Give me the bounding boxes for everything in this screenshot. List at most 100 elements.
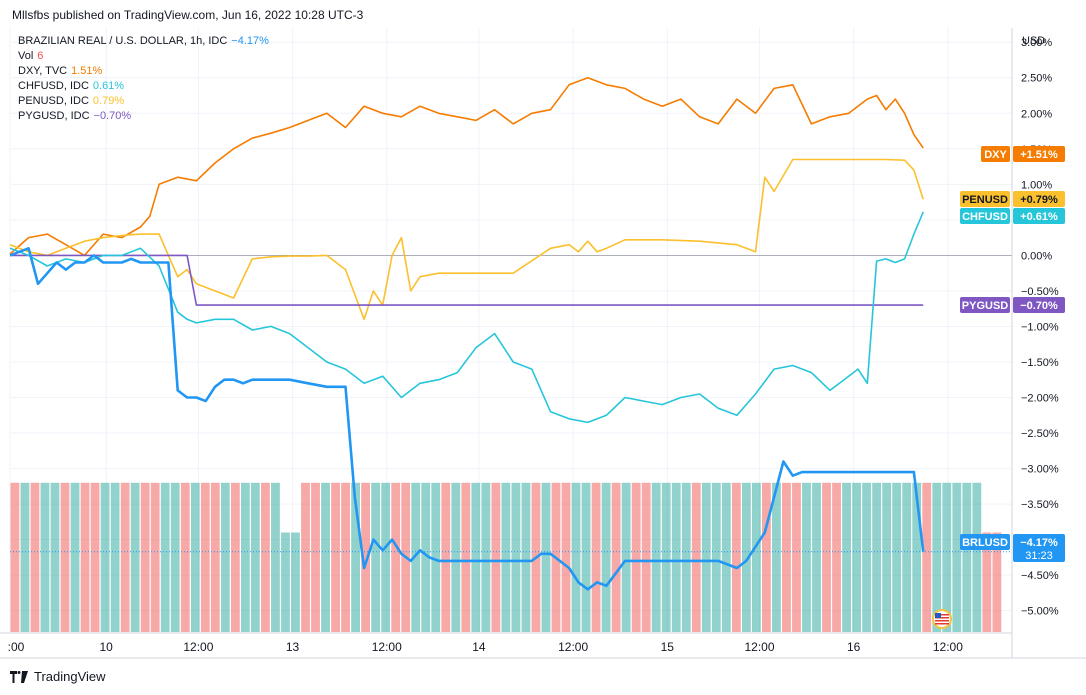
volume-bar — [832, 482, 841, 632]
published-by: Mllsfbs published on TradingView.com, Ju… — [12, 8, 364, 22]
price-label-value-bg — [1013, 146, 1065, 162]
volume-bar — [301, 482, 310, 632]
x-tick-label: 10 — [100, 640, 114, 654]
volume-bar — [571, 482, 581, 632]
volume-bar — [952, 482, 962, 632]
price-label-name: DXY — [984, 149, 1007, 161]
y-tick-label: −1.50% — [1021, 357, 1059, 369]
volume-bar — [70, 482, 80, 632]
x-tick-label: 16 — [847, 640, 861, 654]
volume-bar — [882, 482, 892, 632]
volume-bar — [220, 482, 230, 632]
y-axis-labels: USD3.00%2.50%2.00%1.50%1.00%0.50%0.00%−0… — [1021, 35, 1059, 618]
volume-bar — [661, 482, 671, 632]
legend-row-vol[interactable]: Vol 6 — [18, 49, 269, 64]
price-label-value: −4.17% — [1020, 537, 1058, 549]
volume-bar — [441, 482, 451, 632]
x-tick-label: 15 — [661, 640, 675, 654]
legend-row-chfusd[interactable]: CHFUSD, IDC 0.61% — [18, 79, 269, 94]
volume-bar — [261, 482, 270, 632]
volume-bar — [701, 482, 711, 632]
volume-bar — [561, 482, 571, 632]
price-label-name: BRLUSD — [962, 537, 1008, 549]
price-label-name-bg — [981, 146, 1010, 162]
volume-bar — [421, 482, 431, 632]
y-tick-label: 3.00% — [1021, 37, 1052, 49]
volume-bar — [190, 482, 200, 632]
volume-bar — [431, 482, 441, 632]
legend-row-dxy[interactable]: DXY, TVC 1.51% — [18, 64, 269, 79]
legend-row-brl[interactable]: BRAZILIAN REAL / U.S. DOLLAR, 1h, IDC −4.… — [18, 34, 269, 49]
legend-value: −0.70% — [93, 110, 132, 122]
volume-bar — [491, 482, 501, 632]
series-line-dxy — [9, 76, 924, 257]
legend-value: 0.61% — [92, 80, 125, 92]
volume-bar — [772, 482, 781, 632]
volume-bar — [892, 482, 902, 632]
volume-bar — [942, 482, 952, 632]
legend-label: PENUSD, IDC — [18, 95, 89, 107]
volume-bar — [311, 482, 320, 632]
volume-bar — [200, 482, 210, 632]
volume-bar — [150, 482, 160, 632]
tradingview-brand: TradingView — [34, 669, 106, 684]
us-flag-icon — [932, 609, 952, 629]
x-tick-label: 12:00 — [558, 640, 588, 654]
volume-bar — [10, 482, 20, 632]
x-tick-label: 12:00 — [183, 640, 213, 654]
y-tick-label: 1.00% — [1021, 179, 1052, 191]
volume-bar — [291, 532, 300, 632]
volume-bar — [361, 482, 371, 632]
volume-bar — [912, 482, 922, 632]
y-tick-label: −3.50% — [1021, 499, 1059, 511]
volume-bar — [932, 482, 942, 632]
volume-bar — [501, 482, 511, 632]
legend-row-pygusd[interactable]: PYGUSD, IDC −0.70% — [18, 109, 269, 124]
axes — [0, 28, 1086, 659]
volume-bar — [611, 482, 621, 632]
x-tick-label: 12:00 — [933, 640, 963, 654]
volume-bar — [271, 482, 280, 632]
x-tick-label: :00 — [8, 640, 25, 654]
legend-value: 6 — [37, 50, 44, 62]
volume-bar — [641, 482, 651, 632]
y-tick-label: 2.00% — [1021, 108, 1052, 120]
volume-bar — [852, 482, 861, 632]
price-label-value-bg — [1013, 208, 1065, 224]
price-label-name: PENUSD — [962, 194, 1008, 206]
volume-bar — [230, 482, 240, 632]
price-label-value: +1.51% — [1020, 149, 1058, 161]
x-axis-labels: :00 10 12:00 13 12:00 14 12:00 15 12:00 16 12:00 — [8, 640, 964, 654]
volume-bar — [50, 482, 60, 632]
x-tick-label: 14 — [472, 640, 486, 654]
volume-bar — [812, 482, 821, 632]
volume-bar — [982, 532, 992, 632]
price-labels: DXY +1.51%PENUSD +0.79%CHFUSD +0.61%PYGUSD −… — [960, 146, 1065, 562]
volume-bar — [351, 482, 360, 632]
volume-bar — [371, 482, 381, 632]
volume-bar — [992, 532, 1002, 632]
price-label-value: −0.70% — [1020, 300, 1058, 312]
volume-bar — [621, 482, 631, 632]
volume-bar — [100, 482, 110, 632]
volume-bar — [381, 482, 391, 632]
legend-value: −4.17% — [231, 35, 269, 47]
series-line-pygusd — [10, 254, 924, 306]
series-line-penusd — [9, 158, 924, 321]
volume-bar — [922, 482, 932, 632]
y-unit-label: USD — [1022, 35, 1045, 47]
y-tick-label: −2.50% — [1021, 428, 1059, 440]
price-label-name-bg — [960, 534, 1010, 550]
volume-bar — [160, 482, 170, 632]
price-label-brlusd: BRLUSD −4.17%31:23 — [960, 534, 1065, 562]
legend-value: 0.79% — [92, 95, 125, 107]
volume-bar — [842, 482, 851, 632]
volume-bar — [872, 482, 882, 632]
volume-bar — [631, 482, 641, 632]
tradingview-footer[interactable]: TradingView — [10, 669, 106, 684]
volume-bar — [80, 482, 90, 632]
legend-row-penusd[interactable]: PENUSD, IDC 0.79% — [18, 94, 269, 109]
volume-bar — [140, 482, 150, 632]
volume-bar — [802, 482, 811, 632]
